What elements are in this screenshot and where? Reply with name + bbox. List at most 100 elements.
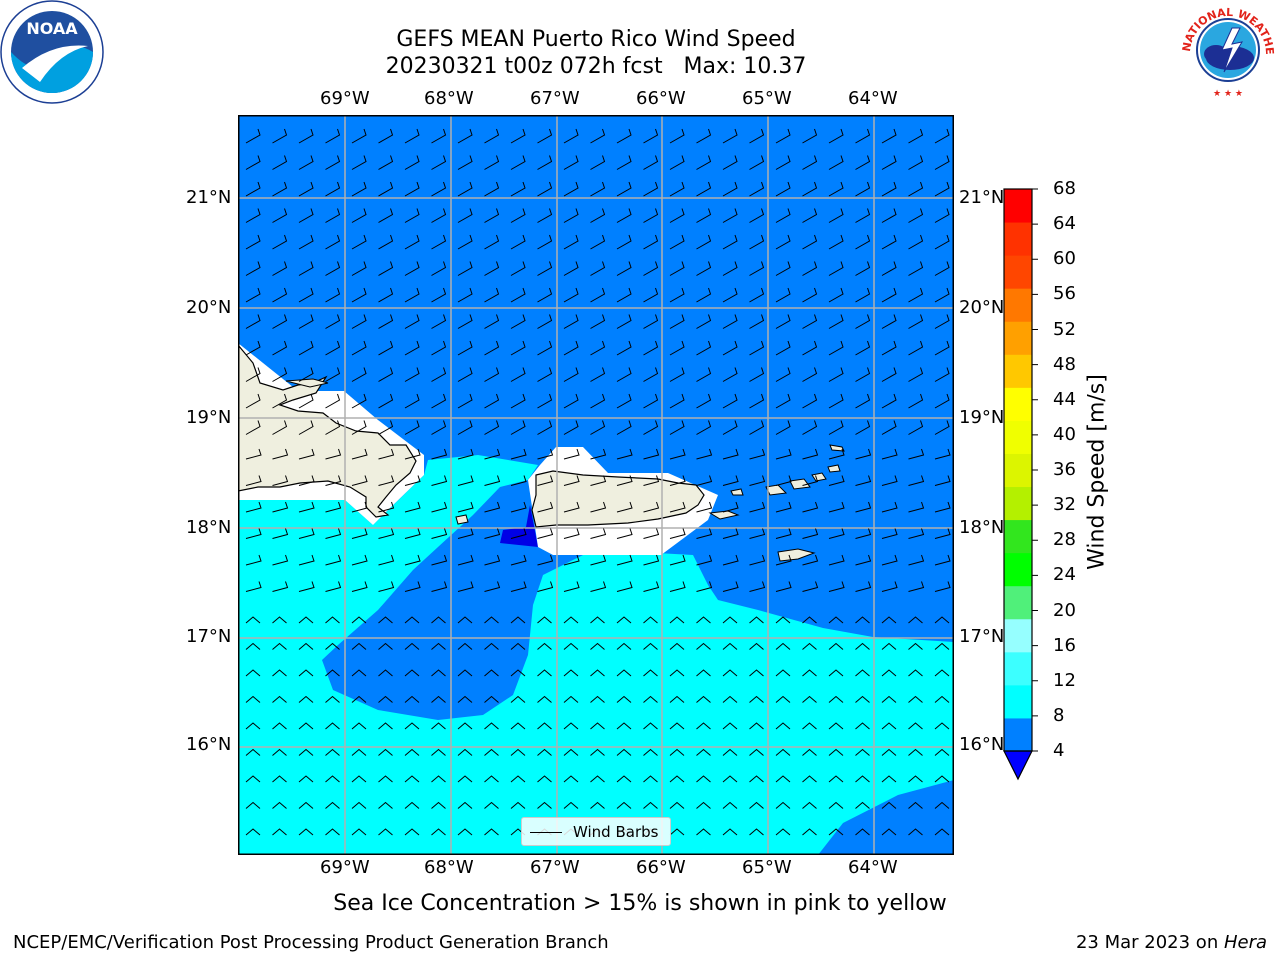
wind-barb [643, 722, 658, 730]
wind-barb [431, 261, 447, 276]
wind-barb [431, 501, 448, 513]
wind-barb [722, 722, 738, 730]
colorbar-segment [1004, 420, 1032, 454]
wind-barb [696, 367, 712, 382]
wind-barb [855, 287, 871, 303]
wind-barb [749, 581, 766, 592]
wind-barb [855, 261, 871, 276]
wind-barb [431, 287, 447, 303]
wind-barb [696, 748, 711, 756]
wind-barb [696, 554, 713, 566]
wind-barb [855, 669, 870, 677]
wind-barb [669, 448, 686, 460]
wind-barb [616, 475, 633, 486]
wind-barb [298, 475, 315, 486]
colorbar-tick-label: 68 [1053, 178, 1076, 199]
wind-barb [457, 155, 473, 170]
wind-barb [775, 367, 791, 382]
wind-barb [590, 155, 606, 170]
wind-barb [775, 775, 791, 783]
land-anegada [829, 444, 845, 452]
wind-barb [908, 181, 924, 197]
wind-barb [378, 128, 394, 144]
colorbar-tick-label: 16 [1053, 634, 1076, 656]
wind-barb [908, 234, 924, 250]
wind-barb [616, 695, 632, 703]
wind-barb [616, 642, 632, 650]
wind-barb [802, 340, 818, 356]
colorbar-segment [1004, 684, 1032, 719]
wind-barb [351, 748, 367, 756]
wind-barb [351, 128, 367, 144]
wind-barb [378, 314, 394, 329]
wind-barb [908, 748, 923, 756]
wind-barb [934, 828, 950, 836]
wind-barb [484, 475, 501, 486]
wind-barb [749, 340, 765, 356]
wind-barb [828, 475, 845, 486]
wind-barb [749, 261, 765, 276]
wind-barb [855, 695, 870, 703]
wind-barb [934, 448, 951, 460]
wind-barb [828, 261, 844, 276]
wind-barb [643, 475, 660, 486]
wind-barb [378, 748, 393, 756]
wind-barb [563, 128, 579, 144]
wind-barb [431, 669, 446, 677]
wind-barb [325, 528, 342, 539]
wind-barb [298, 581, 315, 592]
wind-barb [775, 393, 791, 409]
wind-barb [431, 528, 448, 539]
wind-barb [775, 722, 791, 730]
wind-barb [934, 393, 950, 409]
wind-barb [696, 722, 711, 730]
wind-barb [749, 234, 765, 250]
wind-barb [272, 528, 289, 539]
wind-barb [643, 616, 658, 624]
wind-barb [245, 695, 261, 703]
wind-barb [325, 642, 340, 650]
wind-barb [457, 695, 473, 703]
wind-barb [457, 128, 473, 144]
wind-barb [378, 367, 394, 382]
wind-barb [510, 475, 527, 486]
wind-barb [881, 420, 897, 435]
wind-barb [378, 669, 393, 677]
wind-barb [775, 155, 791, 170]
wind-barb [669, 128, 685, 144]
wind-barb [908, 528, 925, 539]
wind-barb [643, 420, 659, 435]
wind-barb [325, 828, 340, 836]
wind-barb [590, 234, 606, 250]
wind-barb [298, 554, 315, 566]
lat-tick-right: 21°N [959, 187, 1005, 208]
wind-8-12-region [238, 455, 954, 855]
wind-barb [908, 695, 923, 703]
wind-barb [537, 314, 553, 329]
wind-barb [722, 420, 738, 435]
wind-barb [351, 340, 367, 356]
wind-barb [245, 775, 261, 783]
wind-barb [855, 420, 871, 435]
wind-barb [722, 616, 738, 624]
wind-barb [775, 528, 792, 539]
wind-barb [457, 775, 473, 783]
wind-barb [828, 528, 845, 539]
wind-barb [881, 393, 897, 409]
lon-tick-bottom: 65°W [742, 857, 792, 878]
wind-barb [749, 393, 765, 409]
wind-barb [616, 314, 632, 329]
wind-barb [272, 420, 288, 435]
wind-barb [749, 420, 765, 435]
wind-barb [643, 642, 658, 650]
wind-barb [749, 695, 764, 703]
wind-barb [696, 420, 712, 435]
wind-barb [669, 393, 685, 409]
wind-barb [696, 528, 713, 539]
wind-barb [908, 828, 923, 836]
wind-barb [325, 208, 341, 223]
wind-barb [298, 669, 314, 677]
wind-barb [563, 501, 580, 513]
footer-date-text: 23 Mar 2023 on [1075, 932, 1224, 953]
wind-barb [590, 475, 607, 486]
